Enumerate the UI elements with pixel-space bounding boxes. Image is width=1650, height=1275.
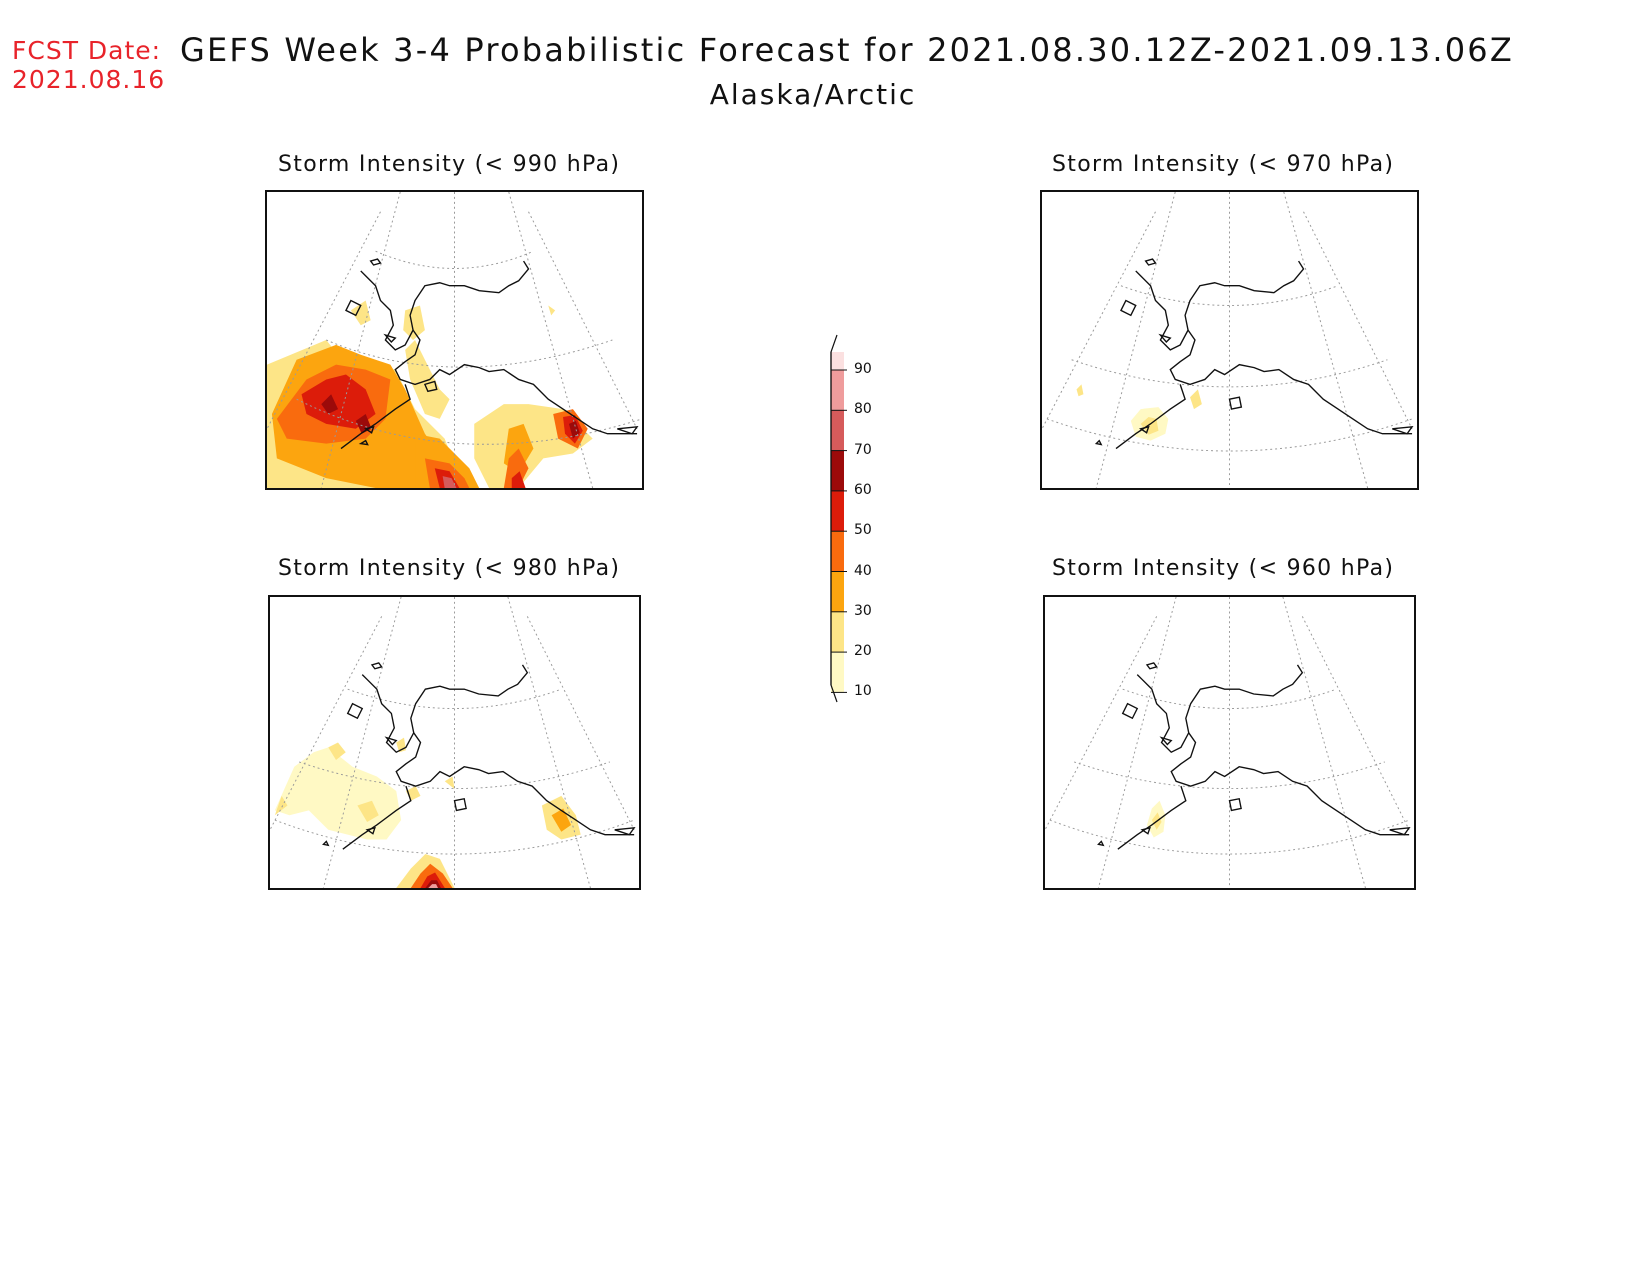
panel-title-990: Storm Intensity (< 990 hPa)	[278, 152, 621, 177]
colorbar-label-60: 60	[854, 481, 872, 498]
forecast-date-block: FCST Date: 2021.08.16	[12, 36, 165, 94]
forecast-date-label: FCST Date:	[12, 36, 162, 65]
map-panel-960	[1043, 595, 1416, 890]
probability-fill	[274, 737, 581, 888]
colorbar-block-70	[831, 410, 844, 451]
colorbar-block-80	[831, 370, 844, 411]
colorbar-block-60	[831, 450, 844, 491]
panel-title-960: Storm Intensity (< 960 hPa)	[1052, 556, 1395, 581]
map-gridlines	[1042, 192, 1413, 488]
map-960	[1045, 597, 1411, 888]
colorbar-label-80: 80	[854, 401, 872, 418]
coastline	[340, 258, 639, 450]
colorbar-block-10	[831, 652, 844, 693]
colorbar-label-30: 30	[854, 602, 872, 619]
region-title: Alaska/Arctic	[709, 78, 917, 111]
coastline	[322, 662, 636, 850]
colorbar-label-20: 20	[854, 643, 872, 660]
map-panel-990	[265, 190, 644, 490]
forecast-date-value: 2021.08.16	[12, 65, 166, 94]
map-990	[267, 192, 642, 488]
map-gridlines	[1045, 597, 1410, 888]
colorbar-label-50: 50	[854, 522, 872, 539]
map-gridlines	[270, 597, 635, 888]
colorbar-block-50	[831, 490, 844, 532]
colorbar-blocks	[831, 352, 847, 693]
map-970	[1042, 192, 1414, 488]
coastline	[1097, 662, 1411, 850]
colorbar-label-70: 70	[854, 441, 872, 458]
probability-fill	[267, 300, 593, 488]
colorbar-label-10: 10	[854, 683, 872, 700]
probability-fill	[1146, 800, 1166, 838]
panel-title-980: Storm Intensity (< 980 hPa)	[278, 556, 621, 581]
region-title-wrap: Alaska/Arctic	[0, 78, 1650, 111]
page-title: GEFS Week 3-4 Probabilistic Forecast for…	[180, 31, 1514, 69]
colorbar	[830, 334, 847, 703]
panel-title-970: Storm Intensity (< 970 hPa)	[1052, 152, 1395, 177]
coastline	[1094, 258, 1414, 450]
colorbar-cap-top	[831, 352, 844, 370]
colorbar-label-90: 90	[854, 361, 872, 377]
map-panel-970	[1040, 190, 1419, 490]
colorbar-block-30	[831, 571, 844, 612]
colorbar-block-40	[831, 531, 844, 572]
colorbar-block-20	[831, 611, 844, 653]
map-panel-980	[268, 595, 641, 890]
colorbar-label-40: 40	[854, 562, 872, 579]
map-980	[270, 597, 636, 888]
